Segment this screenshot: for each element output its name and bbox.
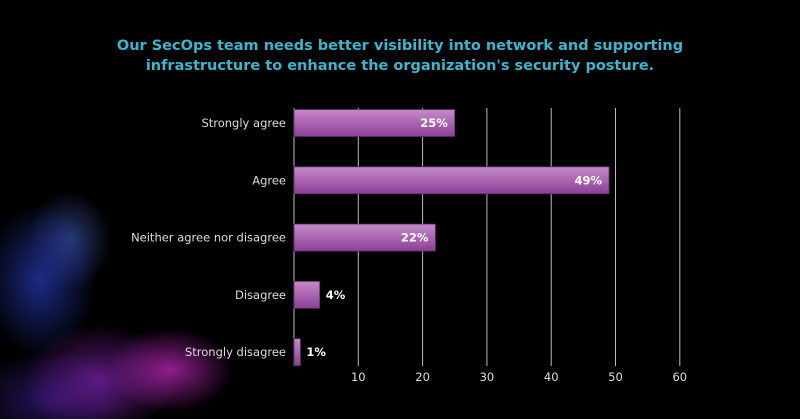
x-tick-label: 60 [672, 370, 687, 384]
bar [293, 338, 301, 367]
x-tick-label: 40 [544, 370, 559, 384]
smoke-decoration [0, 150, 270, 419]
x-tick-label: 30 [480, 370, 495, 384]
data-label: 1% [306, 345, 326, 359]
x-tick-label: 50 [608, 370, 623, 384]
bar [293, 166, 610, 195]
data-label: 49% [575, 173, 603, 187]
x-tick-label: 10 [351, 370, 366, 384]
category-label: Strongly disagree [185, 345, 286, 359]
x-tick-label: 20 [415, 370, 430, 384]
bar [293, 223, 436, 252]
bar [293, 109, 456, 137]
data-label: 22% [401, 231, 429, 245]
bar [293, 280, 321, 309]
category-label: Neither agree nor disagree [131, 231, 286, 245]
category-label: Agree [252, 173, 286, 187]
category-label: Strongly agree [201, 116, 286, 130]
title-line-1: Our SecOps team needs better visibility … [116, 38, 684, 54]
chart-title: Our SecOps team needs better visibility … [0, 36, 800, 76]
category-label: Disagree [235, 288, 286, 302]
data-label: 25% [420, 116, 448, 130]
title-line-2: infrastructure to enhance the organizati… [145, 58, 655, 74]
data-label: 4% [326, 288, 346, 302]
